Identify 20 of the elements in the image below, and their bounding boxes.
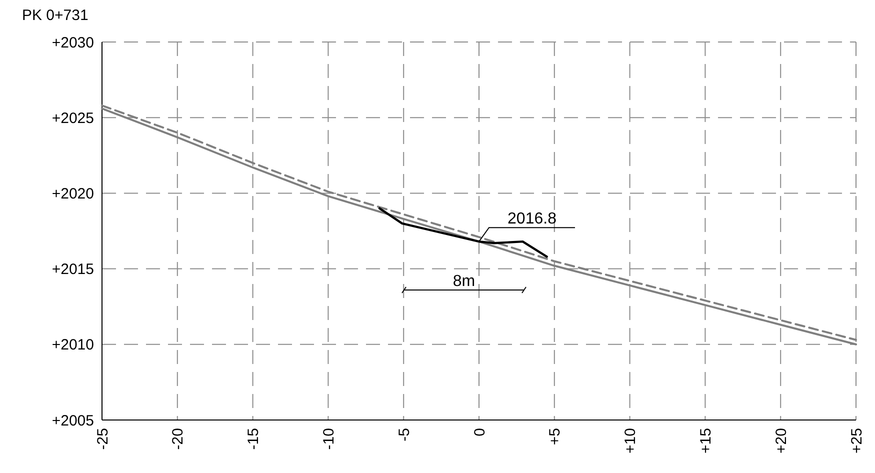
y-tick-label: +2010 [52,336,94,354]
x-tick-label: +20 [772,428,790,454]
x-tick-label: +15 [697,428,714,454]
x-tick-label: -20 [170,428,187,450]
y-tick-label: +2030 [52,34,94,52]
y-tick-label: +2020 [52,185,94,202]
x-tick-label: -15 [245,428,262,450]
x-tick-label: -10 [320,428,338,450]
annotation: 8m [452,273,476,290]
annotation: 2016.8 [508,210,557,228]
x-tick-label: -25 [94,428,112,450]
x-tick-label: +25 [848,428,866,454]
y-tick-label: +2015 [52,261,94,278]
x-tick-label: 0 [471,428,488,436]
x-tick-label: -5 [396,428,413,442]
chart-title: PK 0+731 [22,7,88,24]
x-tick-label: +5 [546,428,564,446]
y-tick-label: +2025 [52,110,94,127]
x-tick-label: +10 [622,428,640,454]
y-tick-label: +2005 [52,412,94,430]
